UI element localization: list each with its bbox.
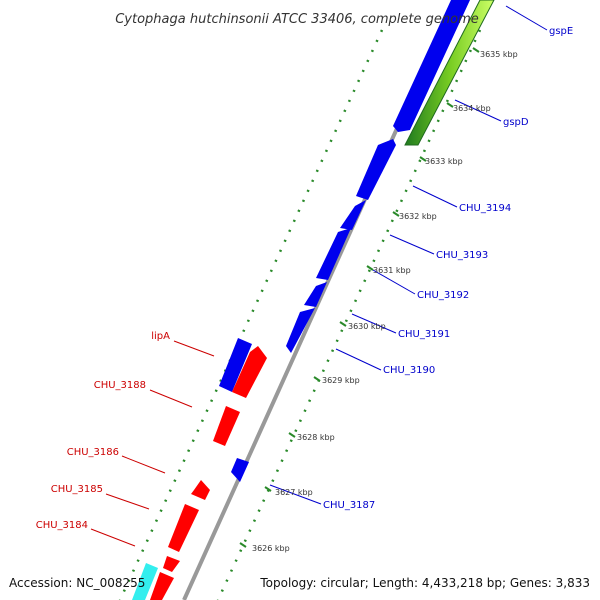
kbp-ruler [239,47,480,548]
label-connector-line [351,313,397,334]
tick-label: 3630 kbp [348,322,386,331]
tick-label: 3632 kbp [399,212,437,221]
inner-dotted-guide [216,29,482,600]
gene-arrow-CHU_3183[interactable] [150,572,174,600]
tick-label: 3631 kbp [373,266,411,275]
gene-arrow-CHU_3190[interactable] [286,308,315,353]
tick-label: 3629 kbp [322,376,360,385]
topology-text: Topology: circular; Length: 4,433,218 bp… [259,576,590,590]
gene-arrow-lipA[interactable] [219,338,252,392]
tick-label: 3635 kbp [480,50,518,59]
ruler-tick-mark [366,265,374,271]
label-connector-line [90,528,136,547]
ruler-tick-mark [288,432,296,438]
ruler-tick-mark [392,211,400,217]
gene-label-CHU_3192[interactable]: CHU_3192 [417,290,469,301]
gene-label-gspE[interactable]: gspE [549,26,573,37]
label-connector-line [335,348,382,371]
ruler-tick-mark [264,486,272,492]
ruler-tick-mark [446,102,454,108]
gene-arrow-CHU_3188[interactable] [213,406,240,446]
gene-label-CHU_3191[interactable]: CHU_3191 [398,329,450,340]
gene-label-lipA[interactable]: lipA [151,331,170,342]
label-connector-line [412,185,458,208]
gene-arrow-CHU_3193[interactable] [340,200,366,230]
gene-label-gspD[interactable]: gspD [503,117,529,128]
highlight-feature-cyan [132,563,158,600]
label-connector-line [173,340,215,357]
gene-arrow-CHU_3184-lower[interactable] [163,556,180,572]
gene-label-CHU_3194[interactable]: CHU_3194 [459,203,511,214]
ruler-tick-mark [419,156,427,162]
label-connector-line [149,389,193,408]
gene-label-CHU_3185[interactable]: CHU_3185 [51,484,103,495]
outer-dotted-guide [118,29,384,600]
highlight-feature-green [404,0,495,146]
label-connectors [90,5,548,547]
gene-label-CHU_3187[interactable]: CHU_3187 [323,500,375,511]
accession-text: Accession: NC_008255 [9,576,145,590]
gene-arrow-CHU_3194[interactable] [356,139,396,200]
gene-label-CHU_3188[interactable]: CHU_3188 [94,380,146,391]
label-connector-line [121,455,166,474]
tick-label: 3627 kbp [275,488,313,497]
label-connector-line [269,484,322,505]
gene-label-CHU_3193[interactable]: CHU_3193 [436,250,488,261]
tick-label: 3626 kbp [252,544,290,553]
label-connector-line [372,269,416,295]
gene-arrow-CHU_3185[interactable] [191,480,210,500]
gene-arrow-CHU_3187[interactable] [231,458,249,482]
tick-label: 3634 kbp [453,104,491,113]
ruler-tick-mark [339,321,347,327]
page-title: Cytophaga hutchinsonii ATCC 33406, compl… [115,12,479,27]
tick-label: 3628 kbp [297,433,335,442]
gene-arrow-CHU_3191[interactable] [304,282,327,307]
label-connector-line [454,99,502,122]
gene-arrow-CHU_3192[interactable] [316,228,351,280]
gene-arrow-gspE[interactable] [393,0,470,132]
ruler-tick-mark [472,47,480,53]
label-connector-line [105,493,150,510]
label-connector-line [389,234,435,255]
gene-arrow-CHU_3184[interactable] [168,504,199,552]
tick-label: 3633 kbp [425,157,463,166]
gene-label-CHU_3190[interactable]: CHU_3190 [383,365,435,376]
gene-label-CHU_3186[interactable]: CHU_3186 [67,447,119,458]
gene-arrow-CHU_3188-upper[interactable] [232,346,267,398]
ruler-tick-mark [239,542,247,548]
gene-label-CHU_3184[interactable]: CHU_3184 [36,520,88,531]
ruler-tick-mark [313,376,321,382]
label-connector-line [505,5,548,31]
